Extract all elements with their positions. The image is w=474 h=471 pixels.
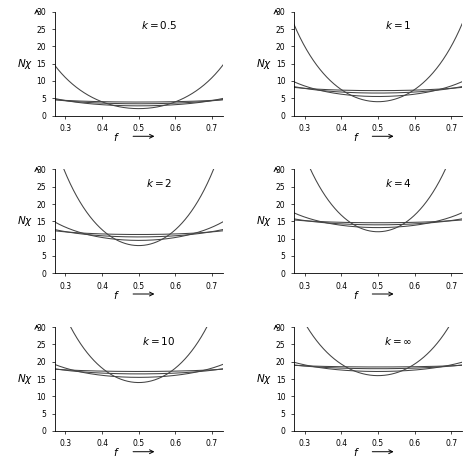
Y-axis label: $N\chi$: $N\chi$	[17, 372, 34, 386]
Text: $k = 4$: $k = 4$	[385, 177, 411, 189]
Text: $k = 2$: $k = 2$	[146, 177, 172, 189]
Text: $f$: $f$	[353, 131, 359, 143]
Y-axis label: $N\chi$: $N\chi$	[256, 372, 273, 386]
Text: $f$: $f$	[113, 289, 120, 300]
Text: $f$: $f$	[353, 289, 359, 300]
Text: $k = 1$: $k = 1$	[385, 19, 411, 31]
Text: $k = 10$: $k = 10$	[142, 335, 175, 347]
Text: $f$: $f$	[113, 131, 120, 143]
Text: $f$: $f$	[113, 446, 120, 458]
Text: $f$: $f$	[353, 446, 359, 458]
Y-axis label: $N\chi$: $N\chi$	[17, 214, 34, 228]
Y-axis label: $N\chi$: $N\chi$	[256, 214, 273, 228]
Y-axis label: $N\chi$: $N\chi$	[256, 57, 273, 71]
Y-axis label: $N\chi$: $N\chi$	[17, 57, 34, 71]
Text: $k = \infty$: $k = \infty$	[384, 335, 412, 347]
Text: $k = 0.5$: $k = 0.5$	[141, 19, 177, 31]
